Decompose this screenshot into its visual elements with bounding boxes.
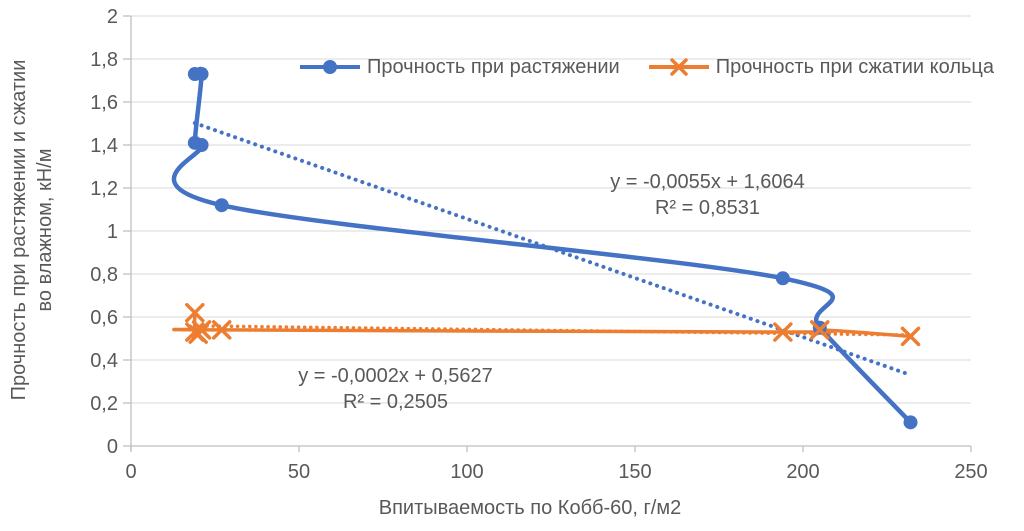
y-tick-label: 0 [107, 436, 118, 458]
data-point-x [211, 320, 232, 340]
y-axis-title-line1: Прочность при растяжении и сжатии [8, 59, 30, 401]
data-point-circle [194, 138, 209, 152]
legend-label-ring-crush: Прочность при сжатии кольца [715, 55, 994, 78]
legend: Прочность при растяжении Прочность при с… [299, 53, 994, 81]
y-tick-label: 2 [107, 6, 118, 28]
data-point-circle [194, 67, 209, 82]
data-point-circle [214, 198, 229, 213]
legend-label-tension: Прочность при растяжении [367, 55, 620, 78]
y-tick-label: 1 [107, 221, 118, 243]
y-tick-label: 0,6 [90, 307, 118, 329]
y-tick-label: 1,2 [90, 178, 118, 200]
trendline-r2-text: R² = 0,2505 [342, 391, 449, 413]
x-axis-title: Впитываемость по Кобб-60, г/м2 [378, 497, 682, 519]
x-tick-label: 100 [450, 461, 483, 483]
data-point-circle [775, 271, 790, 286]
y-tick-label: 1,6 [90, 92, 118, 114]
x-tick-label: 150 [618, 461, 651, 483]
data-point-circle [903, 415, 918, 430]
x-tick-label: 250 [954, 461, 987, 483]
legend-item-tension: Прочность при растяжении [299, 56, 620, 79]
series-line [171, 66, 913, 425]
y-axis-title-line2: во влажном, кН/м [34, 148, 56, 312]
x-tick-label: 50 [288, 461, 310, 483]
trendline-r2-text: R² = 0,8531 [654, 197, 761, 219]
trendline-equation-ring-crush: y = -0,0002x + 0,5627 R² = 0,2505 [258, 363, 533, 415]
data-point-x [185, 302, 205, 323]
data-point-x [773, 322, 793, 342]
x-tick-label: 0 [125, 461, 136, 483]
legend-marker-circle-icon [300, 60, 360, 74]
y-axis-title: Прочность при растяжении и сжатии во вла… [6, 0, 58, 461]
data-point-x [810, 320, 830, 340]
y-tick-label: 0,8 [90, 264, 118, 286]
y-tick-label: 0,4 [90, 350, 118, 372]
data-point-x [191, 320, 212, 340]
data-point-x [900, 326, 921, 347]
data-point-circle [323, 60, 337, 74]
data-point-x [669, 58, 688, 76]
y-tick-label: 1,4 [90, 135, 118, 157]
trendline-equation-tension: y = -0,0055x + 1,6064 R² = 0,8531 [570, 169, 845, 221]
trendline-equation-text: y = -0,0055x + 1,6064 [610, 171, 805, 193]
y-tick-label: 1,8 [90, 49, 118, 71]
series-line [172, 310, 913, 339]
legend-marker-x-icon [648, 58, 709, 76]
y-tick-label: 0,2 [90, 393, 118, 415]
x-tick-label: 200 [786, 461, 819, 483]
legend-item-ring-crush: Прочность при сжатии кольца [648, 56, 994, 79]
trendline-equation-text: y = -0,0002x + 0,5627 [298, 365, 493, 387]
